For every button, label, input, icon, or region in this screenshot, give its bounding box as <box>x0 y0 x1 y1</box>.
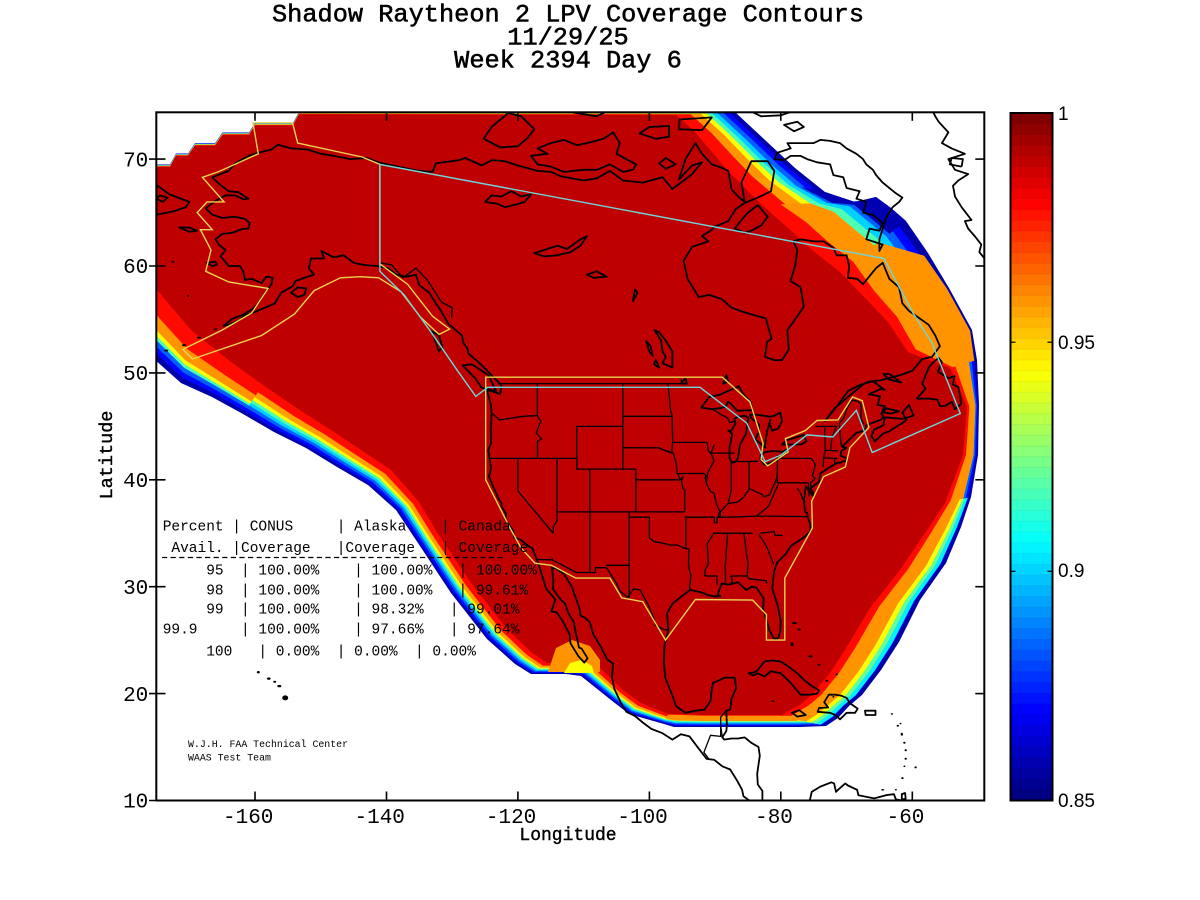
svg-text:-140: -140 <box>354 807 404 830</box>
svg-text:Shadow Raytheon 2 LPV Coverage: Shadow Raytheon 2 LPV Coverage Contours <box>272 1 864 30</box>
svg-text:Week 2394 Day 6: Week 2394 Day 6 <box>454 47 682 76</box>
svg-text:W.J.H. FAA Technical Center: W.J.H. FAA Technical Center <box>188 739 348 750</box>
svg-text:Percent | CONUS | Alaska: Percent | CONUS | Alaska | Canada <box>163 520 511 536</box>
svg-text:-160: -160 <box>223 807 273 830</box>
svg-text:70: 70 <box>123 150 148 173</box>
svg-text:0.95: 0.95 <box>1058 333 1095 354</box>
svg-text:30: 30 <box>123 578 148 601</box>
svg-text:Avail. |Coverage |Coverage: Avail. |Coverage |Coverage | Coverage <box>163 541 528 557</box>
svg-text:-120: -120 <box>486 807 536 830</box>
svg-text:60: 60 <box>123 257 148 280</box>
svg-text:0.85: 0.85 <box>1058 791 1095 812</box>
svg-text:-100: -100 <box>617 807 667 830</box>
svg-text:-60: -60 <box>887 807 925 830</box>
svg-text:100 | 0.00% | 0.00% | 0.00: 100 | 0.00% | 0.00% | 0.00% <box>163 645 477 661</box>
svg-text:-80: -80 <box>755 807 793 830</box>
svg-text:Longitude: Longitude <box>519 826 616 846</box>
svg-text:98 | 100.00% | 100.00% |: 98 | 100.00% | 100.00% | 99.61% <box>163 584 529 600</box>
svg-text:99 | 100.00% | 98.32% |: 99 | 100.00% | 98.32% | 99.01% <box>163 603 520 619</box>
svg-text:10: 10 <box>123 792 148 815</box>
svg-text:20: 20 <box>123 685 148 708</box>
svg-text:50: 50 <box>123 364 148 387</box>
svg-text:11/29/25: 11/29/25 <box>507 24 628 53</box>
svg-text:1: 1 <box>1058 104 1069 125</box>
svg-text:95 | 100.00% | 100.00% |: 95 | 100.00% | 100.00% | 100.00% <box>163 564 537 580</box>
svg-text:40: 40 <box>123 471 148 494</box>
svg-text:0.9: 0.9 <box>1058 561 1084 582</box>
svg-text:WAAS Test Team: WAAS Test Team <box>188 753 271 764</box>
svg-text:99.9 | 100.00% | 97.66%: 99.9 | 100.00% | 97.66% | 97.64% <box>163 623 520 639</box>
svg-text:Latitude: Latitude <box>97 411 118 500</box>
